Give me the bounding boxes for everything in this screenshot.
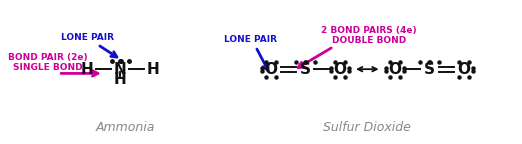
Text: N: N xyxy=(114,62,127,77)
Text: O: O xyxy=(264,62,277,77)
Text: LONE PAIR: LONE PAIR xyxy=(61,33,114,42)
Text: O: O xyxy=(457,62,470,77)
Text: H: H xyxy=(147,62,160,77)
Text: Ammonia: Ammonia xyxy=(96,121,155,134)
Text: Sulfur Dioxide: Sulfur Dioxide xyxy=(324,121,411,134)
Text: O: O xyxy=(333,62,346,77)
Text: BOND PAIR (2e)
SINGLE BOND: BOND PAIR (2e) SINGLE BOND xyxy=(8,53,88,72)
Text: S: S xyxy=(424,62,435,77)
Text: H: H xyxy=(114,72,127,87)
Text: S: S xyxy=(300,62,311,77)
Text: H: H xyxy=(81,62,94,77)
Text: 2 BOND PAIRS (4e)
DOUBLE BOND: 2 BOND PAIRS (4e) DOUBLE BOND xyxy=(321,26,417,45)
Text: LONE PAIR: LONE PAIR xyxy=(224,35,277,44)
Text: O: O xyxy=(388,62,401,77)
